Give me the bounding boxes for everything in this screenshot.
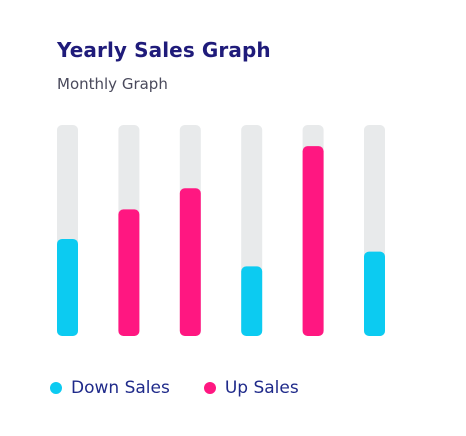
legend-item-up-sales: Up Sales — [203, 378, 299, 398]
legend-item-down-sales: Down Sales — [50, 378, 170, 398]
bar-1[interactable] — [57, 238, 78, 336]
bar-3[interactable] — [179, 188, 201, 336]
bar-4[interactable] — [241, 266, 263, 336]
legend-dot-up-sales — [203, 382, 216, 394]
bar-5[interactable] — [302, 146, 324, 336]
legend-label-up-sales: Up Sales — [224, 378, 299, 398]
chart-subtitle: Monthly Graph — [57, 75, 168, 93]
bar-6[interactable] — [364, 251, 385, 336]
legend-dot-down-sales — [50, 382, 62, 394]
chart-title: Yearly Sales Graph — [57, 38, 271, 62]
bar-2[interactable] — [118, 209, 140, 336]
legend-label-down-sales: Down Sales — [71, 378, 170, 398]
legend: Down Sales Up Sales — [50, 378, 333, 398]
